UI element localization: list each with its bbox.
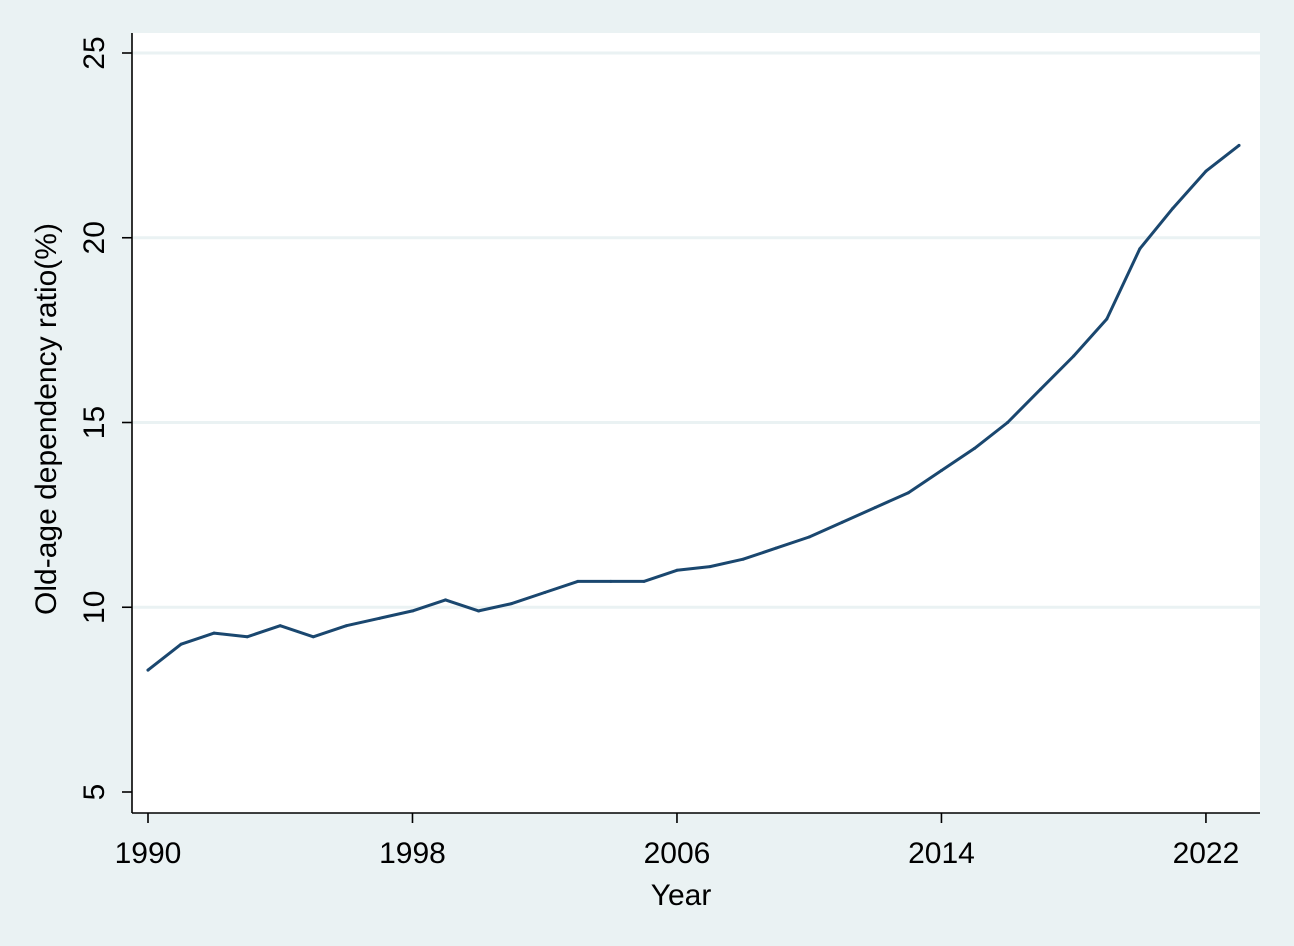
y-tick-label: 10	[78, 591, 111, 624]
x-tick-label: 1998	[379, 837, 446, 870]
y-tick-label: 5	[78, 784, 111, 801]
data-point-2019	[1105, 317, 1109, 321]
x-tick-label: 2006	[644, 837, 711, 870]
data-point-1995	[311, 635, 315, 639]
x-tick-label: 1990	[115, 837, 182, 870]
y-axis-title: Old-age dependency ratio(%)	[30, 223, 63, 615]
data-point-1996	[344, 624, 348, 628]
data-point-1992	[212, 631, 216, 635]
x-axis-ticks: 1990 1998 2006 2014 2022	[115, 813, 1240, 870]
data-point-2009	[774, 546, 778, 550]
data-point-2002	[543, 590, 547, 594]
data-point-2006	[675, 568, 679, 572]
data-point-2014	[939, 469, 943, 473]
data-point-2001	[510, 602, 514, 606]
data-point-2008	[741, 557, 745, 561]
data-point-2007	[708, 565, 712, 569]
x-tick-label: 2022	[1173, 837, 1240, 870]
series-layer	[146, 143, 1241, 672]
data-point-1991	[179, 642, 183, 646]
data-point-2003	[576, 579, 580, 583]
data-point-2023	[1237, 143, 1241, 147]
gridlines	[133, 51, 1260, 609]
y-tick-label: 25	[78, 36, 111, 69]
y-tick-label: 15	[78, 406, 111, 439]
data-point-2021	[1171, 206, 1175, 210]
data-point-2013	[906, 491, 910, 495]
data-point-2016	[1006, 421, 1010, 424]
y-tick-label: 20	[78, 221, 111, 254]
data-point-2011	[840, 520, 844, 524]
data-point-2004	[609, 579, 613, 583]
data-point-2000	[477, 609, 481, 613]
y-axis-ticks: 5 10 15 20 25	[78, 36, 132, 800]
x-tick-label: 2014	[908, 837, 975, 870]
data-point-1997	[377, 616, 381, 620]
x-axis-title: Year	[651, 879, 712, 912]
data-point-1994	[278, 624, 282, 628]
data-point-1993	[245, 635, 249, 639]
data-point-1999	[444, 598, 448, 602]
data-point-2010	[807, 535, 811, 539]
data-point-2012	[873, 505, 877, 509]
data-point-1998	[410, 609, 414, 613]
series-line-0	[146, 143, 1241, 672]
data-point-2018	[1072, 354, 1076, 358]
data-point-1990	[146, 668, 150, 672]
data-point-2005	[642, 579, 646, 583]
data-point-2022	[1204, 169, 1208, 173]
data-point-2017	[1039, 387, 1043, 391]
data-point-2020	[1138, 247, 1142, 251]
data-point-2015	[973, 446, 977, 450]
